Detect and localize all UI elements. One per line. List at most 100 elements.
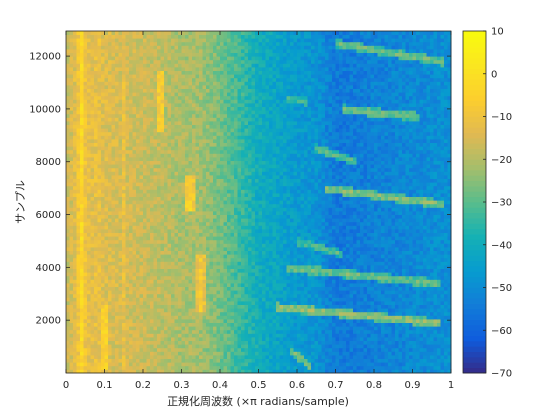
heatmap-cell xyxy=(217,269,221,273)
heatmap-cell xyxy=(77,319,81,323)
heatmap-cell xyxy=(140,225,144,229)
heatmap-cell xyxy=(147,312,151,316)
heatmap-cell xyxy=(304,308,308,312)
heatmap-cell xyxy=(119,272,123,276)
heatmap-cell xyxy=(332,261,336,265)
heatmap-cell xyxy=(87,276,91,280)
heatmap-cell xyxy=(423,290,427,294)
heatmap-cell xyxy=(224,247,228,251)
heatmap-cell xyxy=(157,215,161,219)
heatmap-cell xyxy=(112,243,116,247)
heatmap-cell xyxy=(101,326,105,330)
heatmap-cell xyxy=(381,211,385,215)
heatmap-cell xyxy=(290,225,294,229)
heatmap-cell xyxy=(399,326,403,330)
heatmap-cell xyxy=(266,258,270,262)
heatmap-cell xyxy=(108,222,112,226)
heatmap-cell xyxy=(119,351,123,355)
heatmap-cell xyxy=(280,287,284,291)
heatmap-cell xyxy=(276,301,280,305)
heatmap-cell xyxy=(392,236,396,240)
heatmap-cell xyxy=(276,333,280,337)
heatmap-cell xyxy=(70,240,74,244)
heatmap-cell xyxy=(210,359,214,363)
heatmap-cell xyxy=(262,301,266,305)
heatmap-cell xyxy=(290,269,294,273)
heatmap-cell xyxy=(399,215,403,219)
heatmap-cell xyxy=(339,218,343,222)
heatmap-cell xyxy=(399,351,403,355)
heatmap-cell xyxy=(231,341,235,345)
heatmap-cell xyxy=(227,261,231,265)
heatmap-cell xyxy=(98,344,102,348)
heatmap-cell xyxy=(266,251,270,255)
heatmap-cell xyxy=(353,254,357,258)
heatmap-cell xyxy=(175,265,179,269)
heatmap-cell xyxy=(150,330,154,334)
heatmap-cell xyxy=(164,355,168,359)
heatmap-cell xyxy=(287,215,291,219)
heatmap-cell xyxy=(336,272,340,276)
heatmap-cell xyxy=(308,229,312,233)
heatmap-cell xyxy=(203,315,207,319)
heatmap-cell xyxy=(378,276,382,280)
heatmap-cell xyxy=(304,243,308,247)
heatmap-cell xyxy=(350,308,354,312)
heatmap-cell xyxy=(80,351,84,355)
heatmap-cell xyxy=(101,272,105,276)
heatmap-cell xyxy=(66,290,70,294)
heatmap-cell xyxy=(129,341,133,345)
heatmap-cell xyxy=(119,355,123,359)
heatmap-cell xyxy=(301,355,305,359)
heatmap-cell xyxy=(105,326,109,330)
heatmap-cell xyxy=(119,326,123,330)
heatmap-cell xyxy=(140,265,144,269)
heatmap-cell xyxy=(346,279,350,283)
heatmap-cell xyxy=(129,290,133,294)
heatmap-cell xyxy=(301,225,305,229)
heatmap-cell xyxy=(77,251,81,255)
heatmap-cell xyxy=(98,225,102,229)
heatmap-cell xyxy=(444,355,448,359)
heatmap-cell xyxy=(147,301,151,305)
heatmap-cell xyxy=(178,261,182,265)
heatmap-cell xyxy=(213,301,217,305)
heatmap-cell xyxy=(336,240,340,244)
heatmap-cell xyxy=(73,333,77,337)
heatmap-cell xyxy=(115,315,119,319)
heatmap-cell xyxy=(224,341,228,345)
heatmap-cell xyxy=(171,222,175,226)
heatmap-cell xyxy=(241,283,245,287)
heatmap-cell xyxy=(283,279,287,283)
heatmap-cell xyxy=(413,243,417,247)
heatmap-cell xyxy=(297,359,301,363)
heatmap-cell xyxy=(329,211,333,215)
heatmap-cell xyxy=(434,287,438,291)
heatmap-cell xyxy=(129,236,133,240)
heatmap-cell xyxy=(343,236,347,240)
heatmap-cell xyxy=(185,301,189,305)
heatmap-cell xyxy=(423,337,427,341)
heatmap-cell xyxy=(339,254,343,258)
heatmap-cell xyxy=(294,283,298,287)
heatmap-cell xyxy=(262,330,266,334)
heatmap-cell xyxy=(350,222,354,226)
heatmap-cell xyxy=(185,279,189,283)
heatmap-cell xyxy=(255,305,259,309)
heatmap-cell xyxy=(70,279,74,283)
heatmap-cell xyxy=(196,326,200,330)
heatmap-cell xyxy=(276,351,280,355)
heatmap-cell xyxy=(182,215,186,219)
heatmap-cell xyxy=(392,337,396,341)
heatmap-cell xyxy=(367,355,371,359)
heatmap-cell xyxy=(339,362,343,366)
heatmap-cell xyxy=(136,308,140,312)
heatmap-cell xyxy=(77,326,81,330)
heatmap-cell xyxy=(269,276,273,280)
heatmap-cell xyxy=(350,337,354,341)
heatmap-cell xyxy=(343,341,347,345)
heatmap-cell xyxy=(122,290,126,294)
heatmap-cell xyxy=(80,222,84,226)
heatmap-cell xyxy=(164,243,168,247)
heatmap-cell xyxy=(346,294,350,298)
